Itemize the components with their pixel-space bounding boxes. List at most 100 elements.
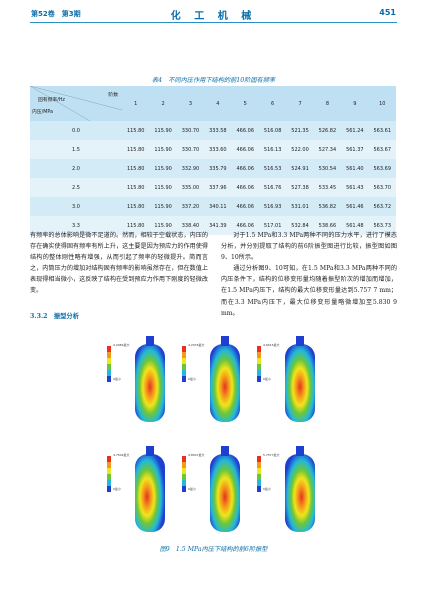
frequency-cell: 532.84: [286, 216, 314, 235]
issue-label: 第52卷 第3期: [31, 10, 81, 18]
frequency-cell: 115.80: [122, 121, 150, 140]
left-text: 有频率的总体影响是微不足道的。然而，相较于空载状态，内压的存在确实使得固有频率有…: [30, 232, 208, 295]
order-cell: 7: [286, 86, 314, 121]
legend-min: 0最小: [113, 487, 121, 491]
section-heading: 3.3.2 振型分析: [30, 311, 79, 320]
mode-panel: 4.6915最大 0最小: [255, 322, 327, 429]
frequency-cell: 533.45: [313, 178, 342, 197]
frequency-cell: 333.58: [204, 121, 232, 140]
corner-freq: 固有频率/Hz: [38, 98, 65, 103]
right-column: 对于1.5 MPa和3.3 MPa两种不同的压力水平，进行了模态分析，并分别提取…: [221, 230, 397, 319]
mode-panel: 4.7504最大 0最小: [105, 432, 177, 539]
frequency-cell: 526.82: [313, 121, 342, 140]
corner-order: 阶数: [108, 93, 118, 98]
frequency-cell: 330.70: [176, 140, 205, 159]
page-number: 451: [379, 8, 396, 17]
order-cell: 6: [258, 86, 287, 121]
frequency-cell: 563.70: [368, 178, 396, 197]
pressure-cell: 1.5: [30, 140, 122, 159]
vessel-contour: [107, 446, 165, 532]
frequency-cell: 466.06: [231, 216, 259, 235]
mode-panel: 4.2076最大 0最小: [180, 322, 252, 429]
frequency-cell: 337.20: [176, 197, 205, 216]
order-cell: 5: [231, 86, 259, 121]
frequency-cell: 563.67: [368, 140, 396, 159]
table-row: 2.5 115.80 115.90 335.00 337.96 466.06 516.76 5…: [30, 178, 396, 197]
frequency-cell: 115.80: [122, 216, 150, 235]
frequency-table: 阶数 固有频率/Hz 内压/MPa 1 2 3 4 5 6 7 8 9 10 0…: [30, 86, 396, 235]
vessel-contour: [182, 336, 240, 422]
diagonal-lines: [30, 86, 122, 121]
mode-panel: 4.2084最大 0最小: [105, 322, 177, 429]
pressure-cell: 3.3: [30, 216, 122, 235]
table-row: 1.5 115.80 115.90 330.70 333.60 466.06 516.13 5…: [30, 140, 396, 159]
legend-max: 4.8507最大: [188, 453, 205, 457]
frequency-cell: 516.08: [258, 121, 287, 140]
page-header: 第52卷 第3期 化 工 机 械 451: [0, 0, 427, 28]
right-paragraph-1: 对于1.5 MPa和3.3 MPa两种不同的压力水平，进行了模态分析，并分别提取…: [221, 232, 397, 262]
order-cell: 3: [176, 86, 205, 121]
frequency-cell: 561.43: [341, 178, 369, 197]
table-row: 0.0 115.80 115.90 330.70 333.58 466.06 516.08 5…: [30, 121, 396, 140]
legend-max: 4.2084最大: [113, 343, 130, 347]
frequency-cell: 466.06: [231, 197, 259, 216]
frequency-cell: 563.69: [368, 159, 396, 178]
order-cell: 9: [341, 86, 369, 121]
vessel-contour: [257, 336, 315, 422]
frequency-cell: 527.34: [313, 140, 342, 159]
frequency-cell: 115.90: [149, 140, 177, 159]
journal-title: 化 工 机 械: [170, 11, 257, 22]
mode-panel: 4.8507最大 0最小: [180, 432, 252, 539]
frequency-cell: 516.13: [258, 140, 287, 159]
frequency-cell: 466.06: [231, 178, 259, 197]
table-header-row: 阶数 固有频率/Hz 内压/MPa 1 2 3 4 5 6 7 8 9 10: [30, 86, 396, 121]
frequency-cell: 516.93: [258, 197, 287, 216]
pressure-cell: 2.5: [30, 178, 122, 197]
frequency-cell: 524.91: [286, 159, 314, 178]
section-title: 振型分析: [53, 313, 80, 320]
frequency-cell: 561.46: [341, 197, 369, 216]
corner-pressure: 内压/MPa: [32, 110, 53, 115]
mode-panel: 5.7577最大 0最小: [255, 432, 327, 539]
frequency-cell: 536.82: [313, 197, 342, 216]
right-paragraph-2: 通过分析图9、10可知，在1.5 MPa和3.3 MPa两种不同的内压条件下，结…: [221, 265, 397, 317]
frequency-cell: 338.40: [176, 216, 205, 235]
frequency-cell: 115.80: [122, 159, 150, 178]
frequency-cell: 466.06: [231, 121, 259, 140]
frequency-cell: 115.80: [122, 140, 150, 159]
frequency-cell: 330.70: [176, 121, 205, 140]
frequency-cell: 522.00: [286, 140, 314, 159]
frequency-cell: 517.01: [258, 216, 287, 235]
legend-min: 0最小: [263, 377, 271, 381]
frequency-cell: 115.80: [122, 178, 150, 197]
frequency-cell: 521.35: [286, 121, 314, 140]
frequency-cell: 563.73: [368, 216, 396, 235]
legend-min: 0最小: [113, 377, 121, 381]
legend-min: 0最小: [263, 487, 271, 491]
pressure-cell: 2.0: [30, 159, 122, 178]
frequency-cell: 516.53: [258, 159, 287, 178]
legend-min: 0最小: [188, 377, 196, 381]
frequency-cell: 340.11: [204, 197, 232, 216]
pressure-cell: 0.0: [30, 121, 122, 140]
left-paragraph: 有频率的总体影响是微不足道的。然而，相较于空载状态，内压的存在确实使得固有频率有…: [30, 230, 208, 297]
frequency-cell: 335.00: [176, 178, 205, 197]
order-cell: 4: [204, 86, 232, 121]
frequency-cell: 561.24: [341, 121, 369, 140]
section-number: 3.3.2: [30, 313, 48, 320]
vessel-contour: [182, 446, 240, 532]
frequency-cell: 115.90: [149, 216, 177, 235]
frequency-cell: 466.06: [231, 159, 259, 178]
frequency-cell: 115.90: [149, 159, 177, 178]
frequency-cell: 337.96: [204, 178, 232, 197]
frequency-cell: 561.48: [341, 216, 369, 235]
table-caption: 表4 不同内压作用下结构的前10阶固有频率: [151, 77, 276, 84]
legend-max: 4.7504最大: [113, 453, 130, 457]
frequency-cell: 563.72: [368, 197, 396, 216]
table-row: 3.3 115.80 115.90 338.40 341.39 466.06 517.01 5…: [30, 216, 396, 235]
table-corner-cell: 阶数 固有频率/Hz 内压/MPa: [30, 86, 122, 121]
header-rule: [30, 22, 397, 23]
frequency-cell: 466.06: [231, 140, 259, 159]
frequency-cell: 335.79: [204, 159, 232, 178]
frequency-cell: 332.90: [176, 159, 205, 178]
